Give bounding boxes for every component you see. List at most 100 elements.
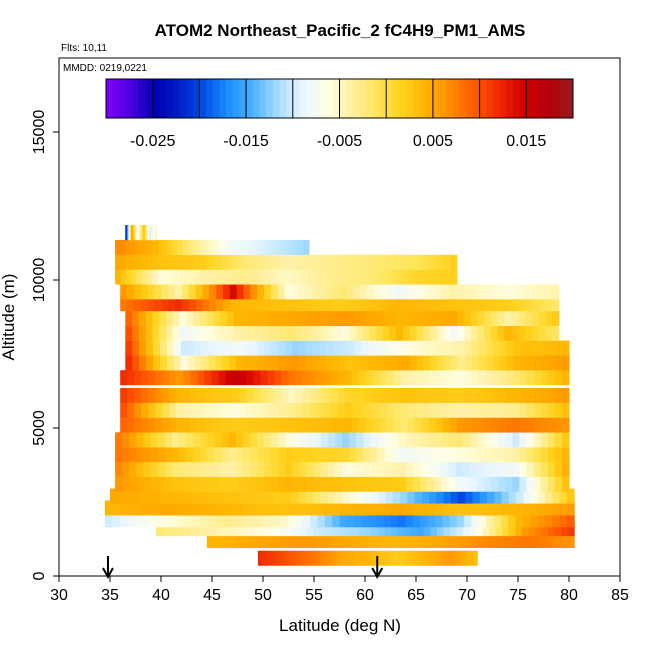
heat-cell <box>392 488 401 504</box>
heat-cell <box>492 340 501 356</box>
heat-cell <box>127 417 135 433</box>
heat-cell <box>400 488 408 504</box>
heat-cell <box>561 417 570 433</box>
heat-cell <box>289 239 295 255</box>
heat-cell <box>146 340 154 356</box>
heat-cell <box>183 402 191 418</box>
heat-cell <box>171 432 180 448</box>
heat-cell <box>125 325 133 341</box>
heat-cell <box>555 355 563 371</box>
heat-cell <box>342 432 350 448</box>
heat-cell <box>141 512 150 528</box>
heat-cell <box>451 355 459 371</box>
heat-cell <box>141 417 149 433</box>
heat-cell <box>258 532 265 548</box>
heat-cell <box>547 432 556 448</box>
x-axis: 30 35 40 45 50 55 60 65 70 75 80 85 <box>50 576 629 604</box>
heat-cell <box>412 476 421 492</box>
heat-cell <box>355 269 362 285</box>
heat-cell <box>369 310 377 326</box>
heat-cell <box>444 355 452 371</box>
heat-cell <box>122 461 130 477</box>
colorbar-swatch <box>479 79 487 118</box>
heat-cell <box>552 488 561 504</box>
heat-cell <box>442 500 451 516</box>
heat-cell <box>327 532 334 548</box>
heat-cell <box>519 432 528 448</box>
heat-cell <box>251 500 260 516</box>
heat-cell <box>257 340 265 356</box>
heat-cell <box>270 296 279 312</box>
x-tick-label: 30 <box>50 587 68 604</box>
heat-cell <box>478 355 487 371</box>
x-tick-label: 85 <box>611 587 629 604</box>
heat-cell <box>250 355 258 371</box>
heat-cell <box>483 284 491 300</box>
heat-cell <box>512 370 521 386</box>
heat-cell <box>338 532 346 548</box>
heat-cell <box>436 310 445 326</box>
heat-cell <box>350 550 355 566</box>
heat-cell <box>413 532 420 548</box>
x-tick-label: 80 <box>560 587 578 604</box>
heat-cell <box>483 476 492 492</box>
heat-cell <box>412 447 421 463</box>
y-tick-label: 15000 <box>31 110 48 155</box>
heat-cell <box>216 284 224 300</box>
heat-cell <box>410 521 418 537</box>
heat-cell <box>155 521 164 537</box>
heat-cell <box>200 500 209 516</box>
heat-cell <box>302 370 311 386</box>
colorbar-swatch <box>566 79 574 118</box>
heat-cell <box>435 269 442 285</box>
heat-cell <box>396 325 404 341</box>
heat-cell <box>356 432 364 448</box>
heat-cell <box>513 340 522 356</box>
heat-cell <box>284 355 293 371</box>
heat-cell <box>157 447 166 463</box>
heat-cell <box>361 512 370 528</box>
heat-cell <box>173 340 182 356</box>
heat-cell <box>371 254 378 270</box>
heat-cell <box>326 355 334 371</box>
heat-cell <box>448 461 457 477</box>
heat-cell <box>483 296 491 312</box>
heat-cell <box>320 447 329 463</box>
heat-cell <box>321 325 330 341</box>
heat-cell <box>127 370 135 386</box>
heat-cell <box>186 461 194 477</box>
heat-cell <box>125 340 133 356</box>
heat-cell <box>264 461 272 477</box>
heat-cell <box>173 355 182 371</box>
heat-cell <box>379 370 388 386</box>
heat-cell <box>226 488 234 504</box>
heat-cell <box>538 310 546 326</box>
heat-cell <box>125 225 127 241</box>
heat-cell <box>386 417 395 433</box>
heat-cell <box>442 387 451 403</box>
heat-cell <box>477 387 486 403</box>
heat-cell <box>371 269 378 285</box>
heat-cell <box>490 296 498 312</box>
heat-cell <box>173 239 179 255</box>
heat-cell <box>552 512 561 528</box>
heat-cell <box>132 340 140 356</box>
heat-cell <box>519 417 528 433</box>
heat-cell <box>151 225 153 241</box>
heat-cell <box>408 269 415 285</box>
heat-cell <box>552 325 560 341</box>
heat-cell <box>353 550 358 566</box>
heat-cell <box>414 417 423 433</box>
colorbar-swatch <box>486 79 494 118</box>
heat-cell <box>354 512 363 528</box>
heat-cell <box>193 447 201 463</box>
heat-cell <box>561 432 570 448</box>
heat-cell <box>269 488 278 504</box>
heat-cell <box>449 387 458 403</box>
heat-cell <box>367 340 376 356</box>
heat-cell <box>540 476 549 492</box>
heat-cell <box>197 402 205 418</box>
heat-cell <box>456 296 464 312</box>
heat-cell <box>363 447 372 463</box>
heat-cell <box>522 512 531 528</box>
